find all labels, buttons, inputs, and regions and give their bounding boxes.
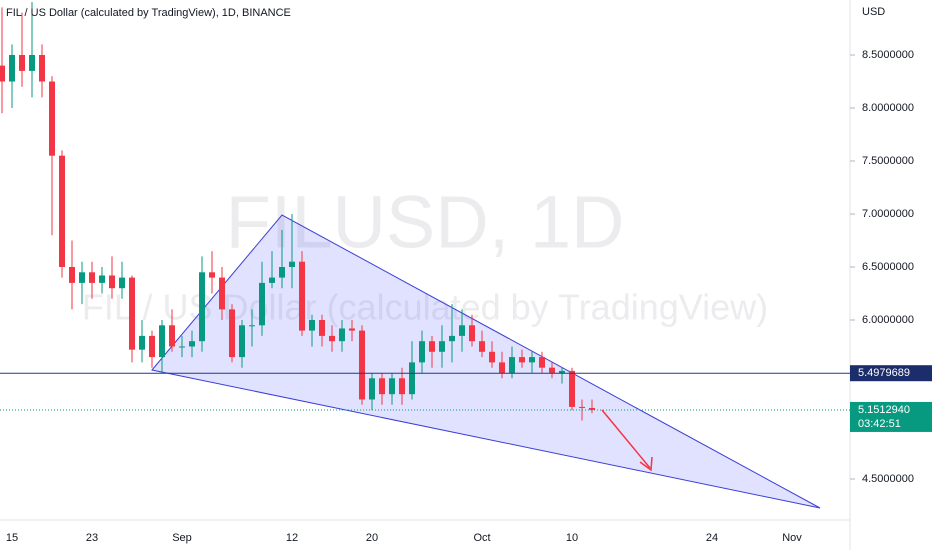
candle-body — [339, 328, 345, 342]
y-tick-label: 7.5000000 — [862, 155, 914, 167]
candle-body — [129, 277, 135, 350]
candle-body — [149, 335, 155, 358]
candle-body — [269, 277, 275, 283]
candle-body — [279, 266, 285, 278]
y-tick-label: 8.0000000 — [862, 102, 914, 114]
x-tick-label: 15 — [6, 532, 18, 544]
candle-body — [239, 325, 245, 358]
candle-body — [369, 378, 375, 400]
candle-body — [499, 362, 505, 373]
candle-body — [579, 406, 585, 408]
axis-unit: USD — [862, 6, 885, 18]
candle-body — [349, 328, 355, 331]
y-tick-label: 4.5000000 — [862, 473, 914, 485]
candle-body — [329, 335, 335, 342]
candle-body — [189, 341, 195, 347]
overlay: 5.4979689 5.1512940 03:42:51 — [0, 365, 932, 432]
candle-body — [379, 378, 385, 395]
candle-body — [59, 155, 65, 267]
candle-body — [549, 367, 555, 373]
candle-body — [29, 55, 35, 71]
y-tick-label: 7.0000000 — [862, 208, 914, 220]
arrow-line — [601, 409, 651, 469]
candle-body — [589, 407, 595, 410]
candle-body — [419, 341, 425, 363]
candle-body — [319, 319, 325, 336]
x-tick-label: Oct — [473, 532, 490, 544]
candle-body — [309, 319, 315, 331]
candle-body — [109, 275, 115, 289]
candle-body — [179, 346, 185, 348]
candle-body — [399, 378, 405, 395]
x-tick-label: Nov — [782, 532, 802, 544]
triangle-drawing — [151, 214, 821, 509]
candle-body — [99, 275, 105, 283]
price-tag-label: 5.4979689 — [858, 367, 910, 379]
price-tag — [850, 365, 932, 382]
candle-body — [389, 378, 395, 395]
candle-body — [79, 272, 85, 283]
candle-body — [209, 272, 215, 278]
x-tick-label: Sep — [172, 532, 192, 544]
candle-body — [249, 325, 255, 327]
x-tick-label: 12 — [286, 532, 298, 544]
candle-body — [519, 357, 525, 363]
candle-body — [509, 357, 515, 373]
last-price-tag — [850, 401, 932, 432]
candle-body — [479, 341, 485, 352]
y-tick-label: 6.5000000 — [862, 261, 914, 273]
y-tick-label: 6.0000000 — [862, 314, 914, 326]
countdown-label: 03:42:51 — [858, 418, 901, 430]
arrow-head — [639, 456, 653, 472]
x-tick-label: 23 — [86, 532, 98, 544]
candle-body — [19, 55, 25, 71]
candle-body — [539, 357, 545, 368]
candle-body — [259, 282, 265, 326]
candle-body — [0, 65, 5, 82]
candle-body — [289, 261, 295, 267]
candle-body — [159, 325, 165, 358]
candle-body — [409, 362, 415, 395]
candle-body — [439, 341, 445, 352]
x-tick-label: 24 — [706, 532, 718, 544]
candle-body — [199, 272, 205, 342]
candle-body — [489, 351, 495, 363]
last-price-label: 5.1512940 — [858, 404, 910, 416]
y-tick-label: 8.5000000 — [862, 49, 914, 61]
candle-body — [429, 341, 435, 352]
candle-body — [139, 335, 145, 350]
candle-body — [39, 55, 45, 82]
candle-body — [359, 330, 365, 400]
candle-body — [9, 55, 15, 82]
candle-body — [569, 370, 575, 407]
x-tick-label: 10 — [566, 532, 578, 544]
candles — [0, 2, 595, 421]
candle-body — [49, 81, 55, 156]
chart-title: FIL / US Dollar (calculated by TradingVi… — [6, 7, 291, 19]
candle-body — [299, 261, 305, 331]
candle-body — [469, 325, 475, 342]
candle-body — [169, 325, 175, 347]
candle-body — [219, 277, 225, 310]
candle-body — [89, 272, 95, 283]
x-tick-label: 20 — [366, 532, 378, 544]
candle-body — [559, 370, 565, 373]
candle-body — [459, 325, 465, 336]
candle-body — [449, 335, 455, 342]
candle-body — [529, 357, 535, 363]
candle-body — [229, 309, 235, 358]
candle-body — [69, 266, 75, 283]
candle-body — [119, 277, 125, 289]
